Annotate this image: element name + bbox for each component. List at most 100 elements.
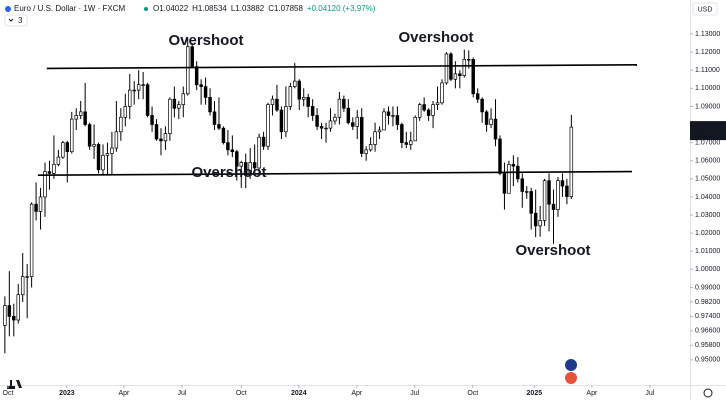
ohlc-legend: O1.04022 H1.08534 L1.03882 C1.07858 +0.04120… <box>153 4 376 13</box>
candle-body <box>529 191 533 214</box>
candle-body <box>409 140 413 145</box>
x-tick-label: Apr <box>586 390 598 397</box>
indicator-count: 3 <box>18 16 23 25</box>
candle-body <box>301 97 306 100</box>
candle-body <box>551 203 556 210</box>
chevron <box>8 18 14 22</box>
candle-body <box>502 173 507 194</box>
y-tick-label: 0.97400 <box>695 313 720 320</box>
candle-body <box>190 46 194 67</box>
candle-body <box>453 73 458 80</box>
y-tick-label: 1.11000 <box>695 67 720 74</box>
candle-body <box>480 98 484 113</box>
candle-body <box>194 66 199 86</box>
candle-body <box>511 164 516 167</box>
candle-body <box>324 127 328 130</box>
candle-body <box>87 124 92 147</box>
annotation: Overshoot <box>168 32 243 49</box>
candle-body <box>83 111 87 125</box>
y-tick-label: 1.04000 <box>695 194 720 201</box>
x-tick-label: 2023 <box>59 390 75 397</box>
candle-body <box>43 171 47 198</box>
candle-body <box>78 111 83 116</box>
candle-body <box>270 98 275 105</box>
x-tick-label: Oct <box>236 390 247 397</box>
candle-body <box>25 276 29 278</box>
annotation: Overshoot <box>398 29 473 46</box>
candle-body <box>257 136 261 169</box>
candle-body <box>467 59 471 61</box>
symbol-title: Euro / U.S. Dollar · 1W · FXCM <box>14 4 125 13</box>
candle-body <box>261 136 266 147</box>
candle-body <box>342 98 346 109</box>
candle-body <box>489 118 493 125</box>
y-tick-label: 1.06000 <box>695 158 720 165</box>
candle-body <box>235 151 239 167</box>
candle-body <box>565 185 569 197</box>
annotation: Overshoot <box>515 242 590 259</box>
candle-body <box>199 84 203 87</box>
candle-body <box>154 124 159 140</box>
candle-body <box>547 180 551 205</box>
candle-body <box>346 107 351 124</box>
ohlc-value: C1.07858 <box>268 4 303 13</box>
candle-body <box>359 116 364 154</box>
currency-button[interactable] <box>692 2 718 16</box>
candle-body <box>400 124 404 143</box>
candle-body <box>243 162 248 176</box>
ohlc-value: H1.08534 <box>192 4 227 13</box>
candle-body <box>56 156 61 165</box>
candle-body <box>310 106 315 116</box>
candle-body <box>498 138 502 174</box>
y-tick-label: 1.03000 <box>695 212 720 219</box>
y-tick-label: 1.05000 <box>695 176 720 183</box>
candle-body <box>136 84 141 91</box>
y-tick-label: 1.13000 <box>695 31 720 38</box>
ohlc-value: L1.03882 <box>231 4 265 13</box>
candle-body <box>12 316 16 321</box>
candle-body <box>533 212 538 227</box>
y-tick-label: 0.95800 <box>695 342 720 349</box>
candle-body <box>293 80 297 87</box>
candle-body <box>413 116 417 142</box>
y-tick-label: 0.96600 <box>695 328 720 335</box>
candle-body <box>337 98 342 118</box>
y-tick-label: 1.09000 <box>695 103 720 110</box>
price-label: 1.07858 <box>694 124 719 131</box>
event-icon[interactable] <box>565 359 577 371</box>
event-icon[interactable] <box>565 372 577 384</box>
indicator-toggle[interactable] <box>4 14 28 27</box>
candle-body <box>368 144 373 151</box>
ohlc-value: +0.04120 (+3.97%) <box>307 4 376 13</box>
x-tick-label: Jul <box>177 390 186 397</box>
candle-body <box>288 86 293 107</box>
x-tick-label: Oct <box>467 390 478 397</box>
y-tick-label: 0.99000 <box>695 284 720 291</box>
candle-body <box>34 203 38 212</box>
candle-body <box>556 180 560 210</box>
candle-body <box>74 115 78 120</box>
candle-body <box>70 118 74 153</box>
y-tick-label: 1.02000 <box>695 230 720 237</box>
x-tick-label: Apr <box>351 390 363 397</box>
candle-body <box>123 106 128 118</box>
y-tick-label: 1.07000 <box>695 139 720 146</box>
candle-body <box>382 111 386 131</box>
trend-line <box>46 64 637 70</box>
candle-body <box>208 97 212 113</box>
candle-body <box>3 305 7 326</box>
candle-body <box>542 180 547 221</box>
settings-button[interactable] <box>703 388 713 398</box>
candle-body <box>404 142 409 145</box>
candle-body <box>431 104 435 116</box>
candle-body <box>172 98 177 109</box>
candle-body <box>252 162 257 169</box>
x-tick-label: Oct <box>3 390 14 397</box>
candle-body <box>145 84 150 116</box>
candle-body <box>507 164 511 194</box>
candle-body <box>248 162 252 176</box>
candle-body <box>333 116 337 122</box>
candle-body <box>16 294 20 321</box>
candle-body <box>217 124 221 129</box>
